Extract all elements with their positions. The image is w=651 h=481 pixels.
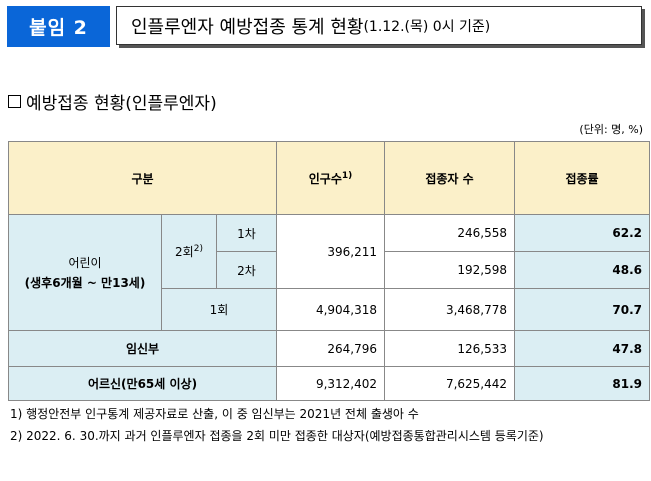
footnote-2: 2) 2022. 6. 30.까지 과거 인플루엔자 접종을 2회 미만 접종한… [10, 429, 544, 443]
pregnant-rate: 47.8 [514, 330, 651, 367]
children-label: 어린이 (생후6개월 ~ 만13세) [8, 214, 162, 331]
second-dose-label: 2차 [215, 251, 278, 289]
one-dose-population: 4,904,318 [276, 288, 386, 331]
first-dose-rate: 62.2 [514, 214, 651, 252]
first-dose-label: 1차 [215, 214, 278, 252]
vaccination-table: 구분 인구수1) 접종자 수 접종률 어린이 (생후6개월 ~ 만13세) 2회2… [7, 141, 651, 401]
elderly-label: 어르신(만65세 이상) [7, 366, 278, 401]
table-row: 임신부 264,796 126,533 47.8 [7, 330, 651, 367]
unit-label: (단위: 명, %) [579, 123, 643, 136]
checkbox-icon [8, 95, 21, 108]
one-dose-rate: 70.7 [514, 288, 651, 331]
elderly-vaccinated: 7,625,442 [384, 366, 516, 401]
table-row: 어린이 (생후6개월 ~ 만13세) 2회2) 1차 396,211 246,55… [8, 214, 651, 331]
table-row: 1회 4,904,318 3,468,778 70.7 [9, 288, 651, 331]
title-main: 인플루엔자 예방접종 통계 현황 [131, 16, 364, 38]
section-title: 예방접종 현황(인플루엔자) [26, 94, 217, 114]
table-row: 2차 192,598 48.6 [9, 251, 651, 289]
second-dose-vaccinated: 192,598 [384, 251, 516, 289]
pregnant-population: 264,796 [276, 330, 386, 367]
footnote-1: 1) 행정안전부 인구통계 제공자료로 산출, 이 중 임신부는 2021년 전… [10, 407, 419, 421]
one-dose-vaccinated: 3,468,778 [384, 288, 516, 331]
two-dose-population: 396,211 [276, 214, 386, 289]
first-dose-vaccinated: 246,558 [384, 214, 516, 252]
table-header-row: 구분 인구수1) 접종자 수 접종률 [7, 141, 651, 215]
header-rate: 접종률 [514, 141, 651, 215]
pregnant-vaccinated: 126,533 [384, 330, 516, 367]
elderly-rate: 81.9 [514, 366, 651, 401]
section-heading: 예방접종 현황(인플루엔자) [8, 89, 217, 114]
header-vaccinated: 접종자 수 [384, 141, 516, 215]
title-date: (1.12.(목) 0시 기준) [363, 18, 491, 35]
document-title: 인플루엔자 예방접종 통계 현황 (1.12.(목) 0시 기준) [116, 6, 642, 45]
pregnant-label: 임신부 [7, 330, 278, 367]
header-category: 구분 [7, 141, 278, 215]
elderly-population: 9,312,402 [276, 366, 386, 401]
one-dose-label: 1회 [160, 288, 278, 331]
two-dose-label: 2회2) [161, 214, 217, 289]
attachment-badge: 붙임 2 [7, 6, 110, 47]
header-population: 인구수1) [276, 141, 386, 215]
second-dose-rate: 48.6 [514, 251, 651, 289]
table-row: 어르신(만65세 이상) 9,312,402 7,625,442 81.9 [7, 366, 651, 401]
